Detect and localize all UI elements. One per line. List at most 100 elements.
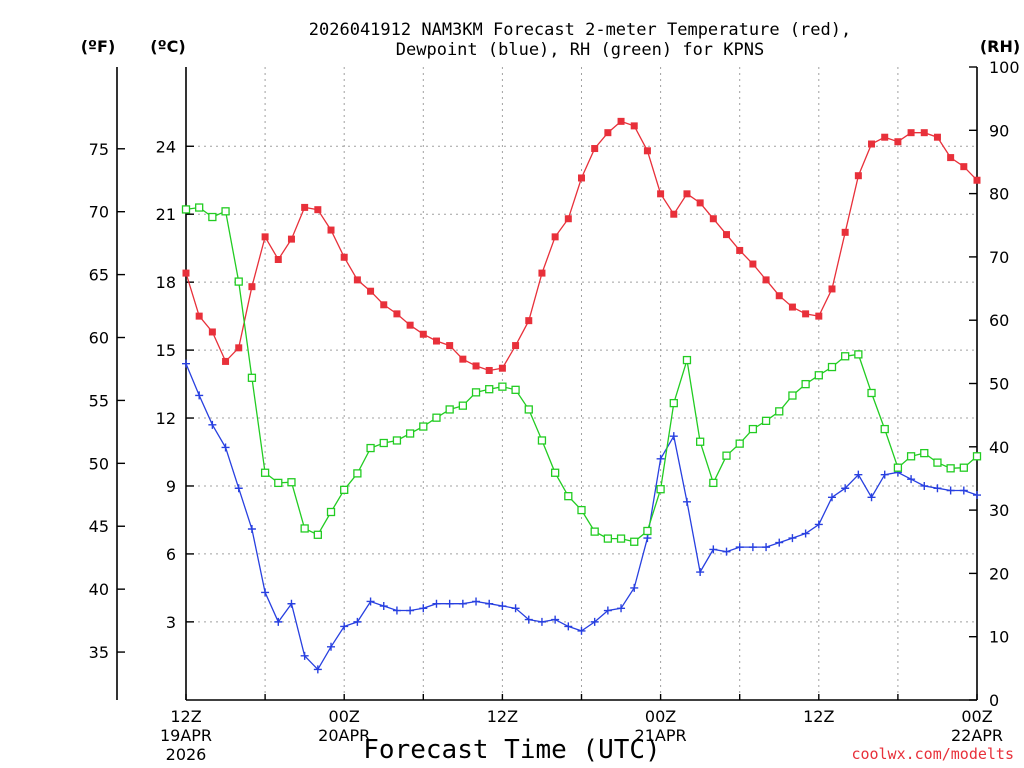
- temperature-point: [933, 133, 941, 141]
- rh-point: [854, 350, 863, 359]
- temperature-point: [670, 210, 678, 218]
- dewpoint-point: [788, 534, 797, 543]
- fahrenheit-tick-label: 60: [89, 329, 109, 348]
- temperature-point: [683, 190, 691, 198]
- axes: [116, 66, 978, 701]
- rh-point: [775, 407, 784, 416]
- temperature-point: [709, 215, 717, 223]
- data-series: [181, 117, 982, 674]
- x-tick-label: 22APR: [951, 726, 1003, 745]
- rh-point: [735, 439, 744, 448]
- temperature-point: [828, 285, 836, 293]
- rh-point: [946, 464, 955, 473]
- rh-point: [471, 388, 481, 397]
- temperature-point: [696, 199, 704, 207]
- temperature-point: [657, 190, 665, 198]
- temperature-point: [419, 330, 427, 338]
- dewpoint-point: [445, 599, 454, 608]
- rh-point: [208, 212, 217, 222]
- rh-point: [274, 478, 283, 488]
- temperature-point: [195, 312, 203, 320]
- temperature-point: [380, 301, 388, 309]
- temperature-point: [301, 203, 309, 211]
- rh-tick-label: 50: [989, 375, 1009, 394]
- temperature-point: [643, 147, 651, 155]
- dewpoint-point: [669, 432, 678, 441]
- celsius-tick-label: 9: [166, 477, 176, 496]
- rh-point: [392, 436, 402, 445]
- temperature-point: [327, 226, 335, 234]
- x-tick-label: 00Z: [961, 707, 992, 726]
- temperature-point: [261, 233, 269, 241]
- temperature-point: [920, 129, 928, 137]
- temperature-point: [973, 176, 981, 184]
- celsius-tick-label: 6: [166, 545, 176, 564]
- temperature-point: [617, 117, 625, 125]
- dewpoint-point: [234, 484, 243, 493]
- rh-tick-label: 40: [989, 438, 1009, 457]
- x-axis-label: Forecast Time (UTC): [363, 735, 660, 765]
- dewpoint-point: [854, 470, 863, 479]
- rh-point: [827, 362, 837, 372]
- dewpoint-point: [841, 484, 850, 493]
- x-tick-label: 12Z: [803, 707, 834, 726]
- tick-labels: 7570656055504540352421181512963100908070…: [89, 58, 1020, 764]
- rh-point: [326, 507, 336, 517]
- rh-point: [524, 405, 533, 414]
- rh-point: [379, 438, 388, 448]
- temperature-point: [802, 310, 810, 318]
- rh-tick-label: 10: [989, 628, 1009, 647]
- rh-point: [722, 451, 731, 460]
- x-tick-label: 19APR: [160, 726, 212, 745]
- rh-point: [748, 424, 758, 434]
- grid-lines: [186, 67, 977, 700]
- dewpoint-point: [261, 588, 270, 597]
- fahrenheit-tick-label: 75: [89, 140, 109, 159]
- fahrenheit-tick-label: 35: [89, 643, 109, 662]
- rh-point: [630, 537, 639, 546]
- rh-point: [300, 524, 309, 533]
- temperature-point: [512, 342, 520, 350]
- temperature-point: [736, 246, 744, 254]
- dewpoint-point: [656, 454, 665, 463]
- temperature-point: [841, 228, 849, 236]
- chart-title-line1: 2026041912 NAM3KM Forecast 2-meter Tempe…: [309, 20, 851, 40]
- fahrenheit-tick-label: 55: [89, 391, 109, 410]
- celsius-unit-label: (ºC): [150, 37, 185, 56]
- temperature-point: [960, 163, 968, 171]
- dewpoint-point: [722, 547, 731, 556]
- dewpoint-point: [946, 486, 955, 495]
- dewpoint-point: [498, 602, 507, 611]
- temperature-point: [340, 253, 348, 261]
- fahrenheit-tick-label: 65: [89, 266, 109, 285]
- rh-point: [234, 277, 243, 286]
- temperature-point: [564, 215, 572, 223]
- temperature-point: [604, 129, 612, 137]
- dewpoint-point: [907, 475, 916, 484]
- temperature-point: [630, 122, 638, 130]
- dewpoint-point: [867, 493, 876, 502]
- temperature-point: [432, 337, 440, 345]
- rh-tick-label: 30: [989, 501, 1009, 520]
- rh-point: [616, 534, 626, 543]
- dewpoint-point: [366, 597, 375, 606]
- dewpoint-point: [274, 617, 283, 626]
- dewpoint-point: [959, 486, 968, 495]
- dewpoint-point: [630, 583, 639, 592]
- dewpoint-point: [801, 529, 810, 538]
- celsius-tick-label: 12: [156, 409, 176, 428]
- x-tick-label: 12Z: [170, 707, 201, 726]
- x-tick-label: 20APR: [318, 726, 370, 745]
- dewpoint-point: [340, 622, 349, 631]
- dewpoint-point: [748, 543, 757, 552]
- rh-unit-label: (RH): [980, 37, 1020, 56]
- dewpoint-point: [221, 443, 230, 452]
- temperature-point: [406, 321, 414, 329]
- dewpoint-point: [247, 525, 256, 534]
- dewpoint-point: [432, 599, 441, 608]
- rh-point: [959, 463, 968, 472]
- dewpoint-point: [537, 617, 546, 626]
- dewpoint-point: [458, 599, 467, 608]
- temperature-point: [367, 287, 375, 295]
- temperature-point: [525, 317, 533, 325]
